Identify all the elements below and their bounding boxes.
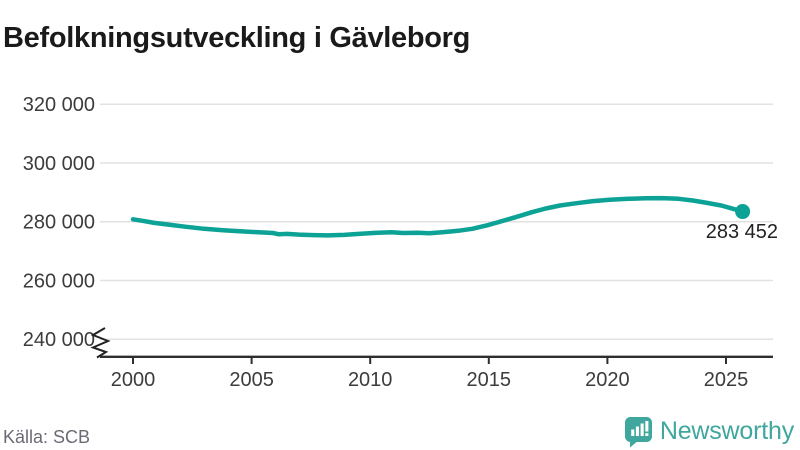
x-tick-label: 2015 (467, 369, 512, 391)
x-tick-label: 2005 (229, 369, 274, 391)
newsworthy-speech-bubble-chart-icon (624, 417, 652, 448)
y-tick-label: 300 000 (23, 153, 95, 175)
logo-bar-short (631, 429, 635, 436)
logo-bar-tall (640, 423, 644, 436)
newsworthy-logo: Newsworthy (624, 413, 794, 449)
y-tick-label: 260 000 (23, 270, 95, 292)
logo-bar-medium (635, 426, 639, 436)
brand-name: Newsworthy (659, 417, 794, 445)
x-tick-label: 2020 (585, 369, 630, 391)
x-tick-label: 2010 (348, 369, 393, 391)
logo-exclamation-dot (645, 433, 649, 436)
last-value-dot (735, 204, 751, 220)
y-axis-break-icon (90, 327, 111, 359)
x-tick-label: 2025 (704, 369, 749, 391)
x-tick-label: 2000 (111, 369, 156, 391)
chart-title: Befolkningsutveckling i Gävleborg (3, 22, 471, 55)
y-tick-label: 280 000 (23, 212, 95, 234)
logo-exclamation-stem (645, 421, 649, 432)
data-line (130, 195, 745, 238)
last-value-label: 283 452 (706, 221, 778, 243)
y-tick-label: 320 000 (23, 94, 95, 116)
source-label: Källa: SCB (3, 427, 91, 447)
y-tick-label: 240 000 (23, 329, 95, 351)
